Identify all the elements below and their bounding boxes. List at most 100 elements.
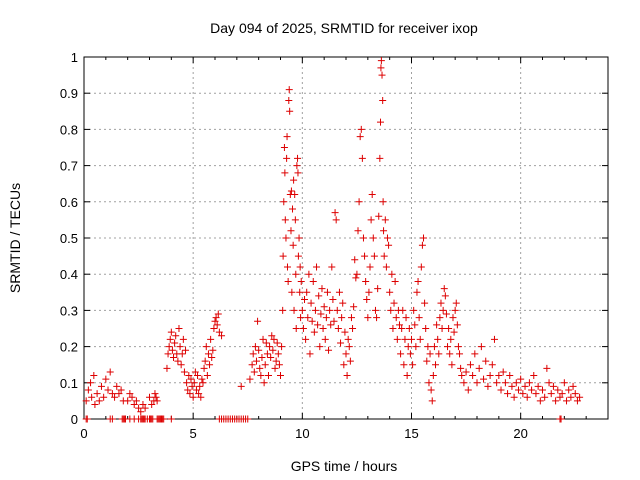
data-point	[274, 350, 282, 358]
data-point	[315, 292, 323, 300]
data-point	[456, 350, 464, 358]
data-point	[268, 332, 276, 340]
data-point	[444, 343, 452, 351]
data-point	[251, 343, 259, 351]
data-point	[146, 393, 153, 401]
data-point	[316, 343, 324, 351]
data-point	[342, 350, 350, 358]
data-point	[259, 335, 267, 343]
data-point	[385, 241, 393, 249]
data-point	[334, 325, 342, 332]
data-point	[295, 234, 303, 242]
data-point	[367, 216, 375, 224]
data-point	[329, 296, 337, 304]
data-point	[357, 125, 365, 133]
y-tick-label: 0.1	[60, 376, 78, 391]
data-point	[340, 361, 348, 369]
data-point	[90, 372, 98, 380]
data-point	[283, 263, 291, 271]
data-point	[172, 332, 180, 340]
data-point	[388, 270, 396, 278]
data-point	[454, 343, 462, 351]
data-point	[106, 368, 114, 376]
data-point	[281, 216, 289, 224]
data-point	[176, 343, 184, 351]
data-point	[320, 303, 328, 311]
data-point	[457, 364, 465, 372]
data-point	[402, 314, 410, 322]
data-point	[571, 390, 579, 398]
data-point	[395, 321, 403, 329]
data-point	[573, 397, 581, 405]
data-point	[471, 350, 479, 358]
data-point	[428, 397, 436, 405]
data-point	[361, 252, 369, 260]
data-point	[430, 343, 438, 351]
data-point	[177, 361, 185, 369]
data-point	[436, 314, 444, 322]
data-point	[490, 335, 498, 343]
data-point	[91, 401, 99, 409]
data-point	[401, 335, 409, 343]
data-point	[349, 325, 357, 332]
data-point	[195, 390, 203, 398]
data-point	[117, 386, 125, 394]
data-point	[390, 299, 398, 307]
data-point	[97, 382, 105, 390]
data-point	[170, 353, 178, 361]
data-point	[354, 227, 362, 235]
data-point	[438, 325, 446, 332]
data-point	[337, 339, 345, 347]
data-point	[350, 303, 358, 311]
data-point	[391, 277, 399, 285]
data-point	[406, 350, 414, 358]
data-point	[115, 390, 123, 398]
data-point	[248, 361, 256, 369]
data-point	[398, 325, 406, 332]
data-point	[368, 191, 376, 199]
data-point	[278, 343, 286, 351]
data-point	[452, 299, 460, 307]
data-point	[514, 386, 522, 394]
data-point	[374, 285, 382, 293]
data-point	[335, 288, 343, 296]
data-point	[469, 372, 477, 380]
data-point	[326, 306, 334, 314]
data-point	[183, 379, 191, 387]
data-point	[214, 310, 222, 318]
data-point	[506, 372, 514, 380]
data-point	[167, 415, 175, 423]
data-point	[405, 325, 413, 332]
data-point	[204, 350, 212, 358]
data-point	[488, 361, 496, 369]
grid-lines	[84, 57, 608, 419]
data-point	[541, 393, 549, 401]
data-point	[356, 133, 364, 141]
data-point	[415, 314, 423, 322]
data-point	[82, 397, 90, 405]
data-point	[399, 306, 407, 314]
data-point	[311, 306, 319, 314]
y-tick-label: 0.7	[60, 159, 78, 174]
data-point	[539, 386, 546, 394]
data-point	[446, 350, 454, 358]
data-point	[307, 299, 315, 307]
data-point	[291, 216, 299, 224]
data-point	[346, 357, 354, 365]
data-point	[284, 277, 292, 285]
data-point	[95, 397, 103, 405]
data-point	[482, 357, 490, 365]
data-point	[364, 314, 372, 322]
data-point	[273, 339, 281, 347]
data-point	[560, 379, 568, 387]
data-point	[139, 401, 147, 409]
data-point	[351, 256, 359, 264]
data-point	[437, 299, 445, 307]
data-point	[285, 86, 293, 94]
data-point	[362, 277, 370, 285]
data-point	[287, 227, 295, 235]
data-point	[174, 357, 182, 365]
data-point	[280, 144, 288, 151]
data-point	[434, 335, 442, 343]
data-point	[175, 325, 183, 332]
